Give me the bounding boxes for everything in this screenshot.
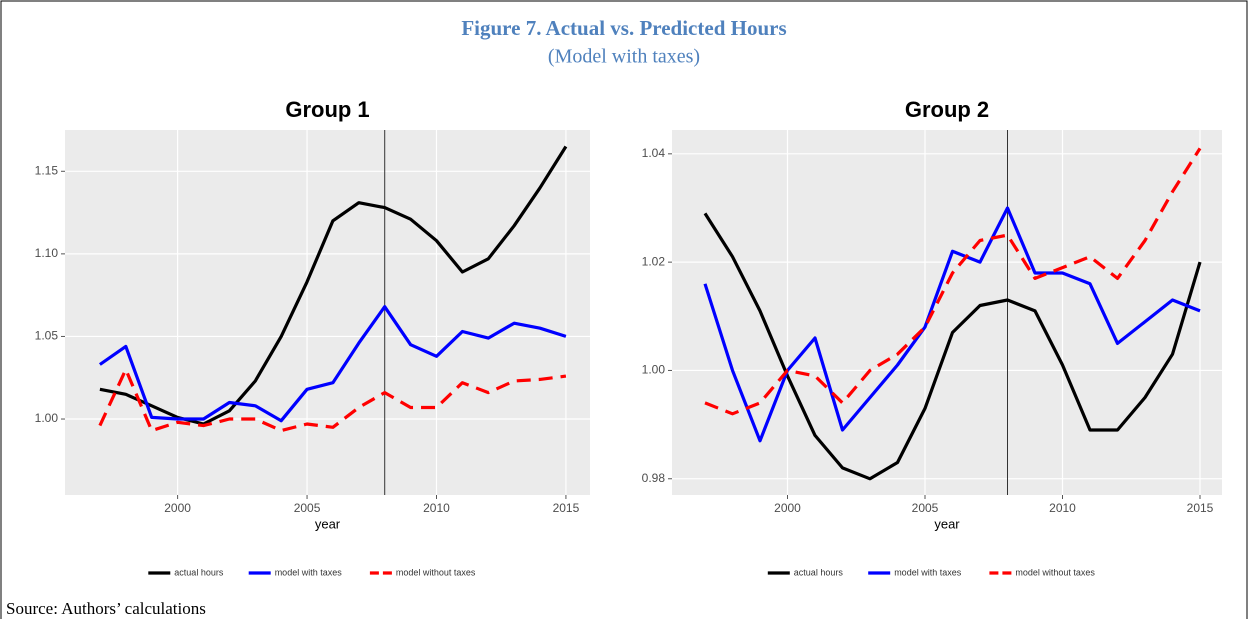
- y-tick-label: 1.00: [642, 363, 666, 377]
- figure-subtitle: (Model with taxes): [548, 46, 700, 68]
- y-tick-label: 1.04: [642, 146, 666, 160]
- x-tick-label: 2005: [912, 501, 939, 515]
- data-line: [98, 367, 567, 433]
- chart-title: Group 1: [285, 97, 369, 122]
- x-axis-label: year: [315, 516, 341, 531]
- x-tick-label: 2010: [1049, 501, 1076, 515]
- x-tick-label: 2010: [423, 501, 450, 515]
- x-axis-label: year: [934, 516, 960, 531]
- x-tick-label: 2000: [774, 501, 801, 515]
- legend-label: actual hours: [174, 567, 224, 577]
- x-tick-label: 2015: [553, 501, 580, 515]
- y-tick-label: 1.10: [35, 246, 59, 260]
- figure-title: Figure 7. Actual vs. Predicted Hours: [461, 16, 786, 40]
- data-line: [98, 305, 567, 423]
- legend-label: model without taxes: [396, 567, 476, 577]
- legend-label: actual hours: [794, 567, 844, 577]
- legend-label: model with taxes: [275, 567, 343, 577]
- y-tick-label: 1.00: [35, 411, 59, 425]
- data-line: [703, 212, 1202, 481]
- x-tick-label: 2005: [294, 501, 321, 515]
- legend-label: model with taxes: [894, 567, 962, 577]
- x-tick-label: 2000: [164, 501, 191, 515]
- legend-label: model without taxes: [1015, 567, 1095, 577]
- y-tick-label: 1.05: [35, 329, 59, 343]
- data-line: [704, 147, 1202, 416]
- y-tick-label: 0.98: [642, 471, 666, 485]
- y-tick-label: 1.15: [35, 163, 59, 177]
- chart-title: Group 2: [905, 97, 989, 122]
- y-tick-label: 1.02: [642, 254, 666, 268]
- plot-area: [672, 130, 1222, 495]
- x-tick-label: 2015: [1187, 501, 1214, 515]
- source-note: Source: Authors’ calculations: [6, 599, 206, 618]
- plot-area: [65, 130, 590, 495]
